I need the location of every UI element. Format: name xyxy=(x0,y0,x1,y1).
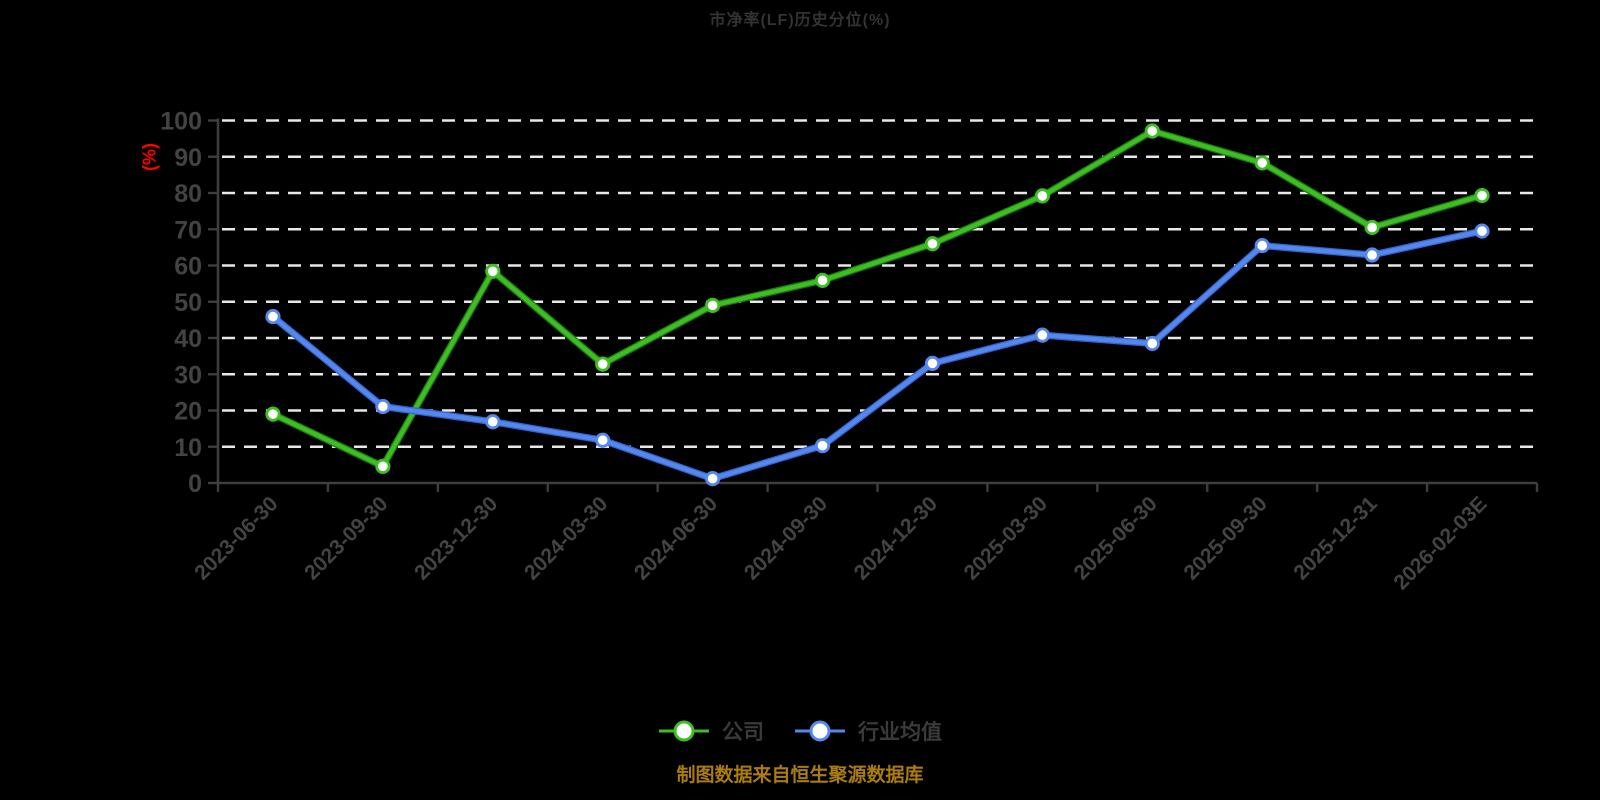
x-tick-label: 2025-03-30 xyxy=(960,492,1052,584)
series-line-outline xyxy=(269,227,1486,483)
legend-label-industry-average: 行业均值 xyxy=(858,721,942,744)
y-tick-label: 0 xyxy=(188,470,202,498)
x-tick-label: 2023-12-30 xyxy=(410,492,502,584)
data-point-marker xyxy=(485,263,501,279)
x-tick-label: 2025-09-30 xyxy=(1180,492,1272,584)
data-point-marker xyxy=(1254,237,1270,254)
y-tick-label: 40 xyxy=(174,325,202,353)
data-point-marker xyxy=(1364,219,1380,236)
data-point-marker xyxy=(705,471,721,487)
y-axis-ticks: 0 10 20 30 40 50 60 70 80 90 100 xyxy=(160,108,218,498)
data-point-marker xyxy=(1474,187,1490,204)
data-point-marker xyxy=(1364,247,1380,263)
legend-item-company[interactable]: 公司 xyxy=(658,716,764,746)
data-point-marker xyxy=(1144,123,1160,139)
y-axis-unit-label: (%) xyxy=(139,143,160,171)
data-point-marker xyxy=(595,432,611,448)
y-tick-label: 90 xyxy=(174,144,202,172)
data-point-marker xyxy=(595,356,611,372)
axes xyxy=(216,118,1537,485)
y-tick-label: 50 xyxy=(174,289,202,317)
y-tick-label: 30 xyxy=(174,361,202,389)
data-point-marker xyxy=(375,458,391,474)
data-point-marker xyxy=(1254,155,1270,171)
data-point-marker xyxy=(265,309,281,325)
y-tick-label: 10 xyxy=(174,434,202,462)
y-tick-label: 60 xyxy=(174,253,202,281)
x-tick-label: 2025-06-30 xyxy=(1070,492,1162,584)
data-point-marker xyxy=(924,236,941,252)
legend-label-company: 公司 xyxy=(722,721,764,744)
data-point-marker xyxy=(1474,223,1490,239)
series-line xyxy=(270,128,1485,469)
legend-marker-company-icon xyxy=(659,720,709,742)
x-tick-label: 2025-12-31 xyxy=(1289,492,1381,584)
legend-marker-industry-icon xyxy=(795,720,845,742)
data-point-marker xyxy=(375,398,391,415)
x-tick-label: 2023-06-30 xyxy=(190,492,282,584)
data-point-marker xyxy=(705,297,721,313)
data-point-marker xyxy=(485,414,501,430)
x-tick-label: 2024-12-30 xyxy=(850,492,942,584)
data-point-marker xyxy=(1034,327,1050,343)
y-tick-label: 80 xyxy=(174,180,202,208)
x-tick-label: 2026-02-03E xyxy=(1389,492,1491,594)
y-tick-label: 70 xyxy=(174,216,202,244)
data-point-marker xyxy=(814,438,831,454)
x-tick-label: 2024-06-30 xyxy=(630,492,722,584)
x-tick-label: 2024-03-30 xyxy=(520,492,612,584)
x-tick-label: 2023-09-30 xyxy=(300,492,392,584)
y-tick-label: 100 xyxy=(160,108,202,136)
data-point-marker xyxy=(924,355,941,371)
data-point-marker xyxy=(1034,188,1050,204)
series-line xyxy=(270,228,1485,481)
chart-title: 市净率(LF)历史分位(%) xyxy=(709,12,891,29)
data-point-marker xyxy=(1144,335,1160,352)
chart-legend: 公司 行业均值 xyxy=(0,716,1600,746)
x-tick-label: 2024-09-30 xyxy=(740,492,832,584)
legend-item-industry-average[interactable]: 行业均值 xyxy=(794,716,942,746)
series-company xyxy=(265,123,1490,474)
x-axis-ticks: 2023-06-30 2023-09-30 2023-12-30 2024-03-30… xyxy=(190,483,1539,594)
data-source-note: 制图数据来自恒生聚源数据库 xyxy=(676,765,924,786)
data-point-marker xyxy=(265,406,281,422)
series-industry-average xyxy=(265,223,1490,487)
y-tick-label: 20 xyxy=(174,398,202,426)
data-point-marker xyxy=(814,272,831,288)
